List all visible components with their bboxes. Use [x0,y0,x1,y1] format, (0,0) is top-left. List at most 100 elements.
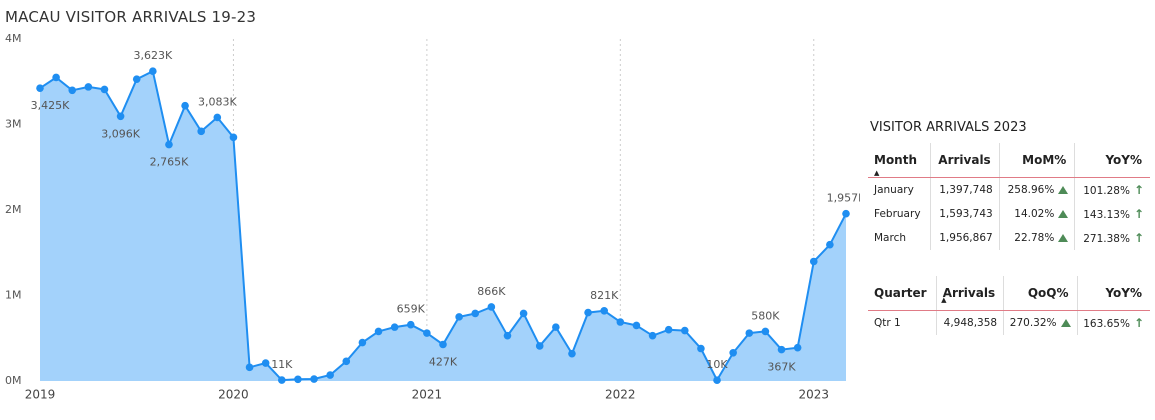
up-triangle [1058,186,1069,194]
point [310,375,318,383]
cell-text: 1,956,867 [939,232,993,244]
cell-text: 4,948,358 [943,317,998,329]
point [68,86,77,95]
cell-text: 258.96% [1007,184,1055,196]
column-header: Quarter [868,276,937,311]
table-row: Qtr 1 4,948,358 270.32% 163.65% ↑ [868,310,1150,336]
cell-text: March [874,232,907,244]
point [213,113,222,122]
table-cell: 1,956,867 [929,226,1000,250]
data-label: 427K [429,355,458,368]
table-row: January 1,397,748 258.96% 101.28% ↑ [868,177,1150,202]
cell-text: 143.13% [1083,209,1130,221]
header-text: MoM% [1022,153,1067,167]
data-label: 2,765K [150,156,189,169]
table-cell: 4,948,358 [936,310,1004,335]
point [535,342,544,350]
table-cell: 258.96% [998,177,1075,202]
header-text: Quarter [874,286,927,300]
point [809,257,818,266]
point [503,331,512,340]
column-header: YoY% [1076,276,1150,311]
x-tick-label: 2023 [798,388,829,402]
data-label: 3,623K [133,49,172,62]
point [777,345,786,354]
table-cell: 270.32% [1003,310,1078,335]
cell-text: January [874,184,914,196]
up-arrow: ↑ [1133,316,1144,330]
up-triangle [1058,210,1069,218]
header-text: YoY% [1105,286,1142,300]
data-label: 367K [767,361,796,374]
header-text: Arrivals [942,286,996,300]
point [826,240,834,249]
up-arrow: ↑ [1133,183,1144,197]
table-cell: 271.38% ↑ [1074,226,1150,250]
point [149,67,157,76]
column-header: MoM% [998,143,1075,178]
table-cell: 14.02% [998,202,1075,226]
point [455,313,463,321]
point [197,127,205,136]
x-tick-label: 2019 [25,388,56,402]
point [278,376,286,384]
cell-text: February [874,208,921,220]
table-title: VISITOR ARRIVALS 2023 [870,120,1027,135]
data-label: 821K [590,289,619,302]
point [229,133,238,142]
cell-text: 1,593,743 [939,208,993,220]
table-cell: February [868,202,930,226]
table-cell: 143.13% ↑ [1074,202,1150,226]
cell-text: 163.65% [1083,318,1130,330]
point [664,325,673,334]
point [406,320,415,329]
point [761,327,770,336]
column-header: QoQ% [1003,276,1078,311]
chart-title: MACAU VISITOR ARRIVALS 19-23 [5,8,257,26]
sort-caret: ▲ [874,169,880,177]
cell-text: Qtr 1 [874,317,901,329]
point [439,340,447,349]
point [390,323,399,331]
up-triangle [1058,234,1069,242]
data-label: 659K [397,303,426,316]
y-tick-label: 0M [5,374,22,387]
monthly-table: Month ▲ Arrivals MoM% YoY% January 1,397,748 25… [868,143,1150,250]
point [165,140,173,149]
point [358,338,367,347]
point [519,309,528,318]
point [423,329,431,337]
header-text: YoY% [1105,153,1142,167]
column-header: Arrivals ▲ [936,276,1004,311]
table-cell: 1,397,748 [929,177,1000,202]
data-label: 580K [751,309,780,322]
point [132,75,141,83]
table-cell: March [868,226,930,250]
data-label: 3,096K [101,127,140,140]
table-row: March 1,956,867 22.78% 271.38% ↑ [868,226,1150,250]
point [116,112,125,121]
data-label: 1,957K [827,192,860,205]
sort-caret: ▲ [941,296,947,304]
point [697,344,705,353]
chart: 0M 1M 2M 3M 4M 2019 2020 2021 2022 2023 3,425K 3,09… [5,32,860,402]
point [552,323,560,331]
up-arrow: ↑ [1133,207,1144,221]
point [374,327,383,336]
point [487,303,496,311]
header-text: Arrivals [938,153,991,167]
y-tick-label: 2M [5,203,22,216]
point [713,376,721,384]
table-cell: Qtr 1 [868,311,937,336]
y-tick-label: 4M [5,32,22,45]
point [842,209,850,218]
y-tick-label: 3M [5,118,22,131]
point [729,348,737,357]
point [471,309,480,318]
cell-text: 101.28% [1083,185,1130,197]
point [568,349,576,358]
table-cell: 1,593,743 [929,202,1000,226]
data-label: 866K [477,285,506,298]
table-cell: 101.28% ↑ [1074,177,1150,202]
